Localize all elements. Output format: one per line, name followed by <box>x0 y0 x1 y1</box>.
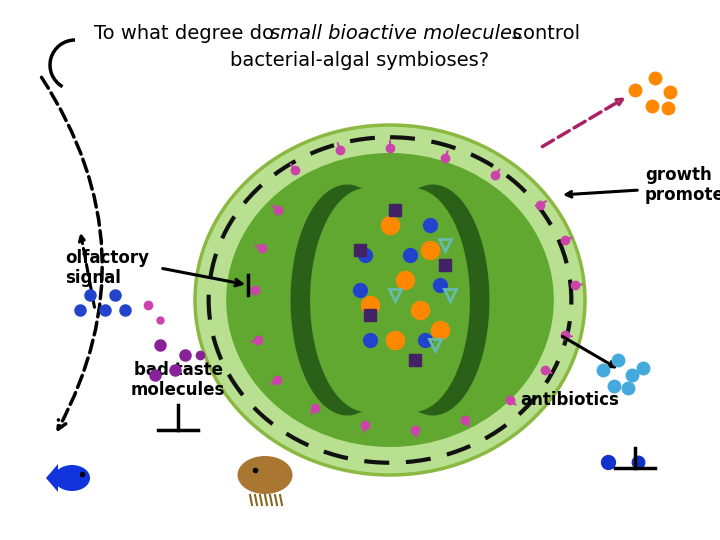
Text: To what degree do: To what degree do <box>94 24 280 43</box>
Text: antibiotics: antibiotics <box>521 391 619 409</box>
Ellipse shape <box>54 465 90 491</box>
Text: small bioactive molecules: small bioactive molecules <box>270 24 522 43</box>
Ellipse shape <box>310 188 423 412</box>
Text: bacterial-algal symbioses?: bacterial-algal symbioses? <box>230 51 490 70</box>
Polygon shape <box>46 464 58 492</box>
Text: growth
promoters: growth promoters <box>645 166 720 205</box>
Ellipse shape <box>291 185 404 415</box>
Ellipse shape <box>238 456 292 494</box>
Ellipse shape <box>377 185 490 415</box>
Text: control: control <box>506 24 580 43</box>
Text: bad taste
molecules: bad taste molecules <box>131 361 225 400</box>
Ellipse shape <box>357 188 470 412</box>
Text: olfactory
signal: olfactory signal <box>65 248 149 287</box>
FancyArrowPatch shape <box>42 77 102 429</box>
Ellipse shape <box>195 125 585 475</box>
Ellipse shape <box>226 153 554 447</box>
